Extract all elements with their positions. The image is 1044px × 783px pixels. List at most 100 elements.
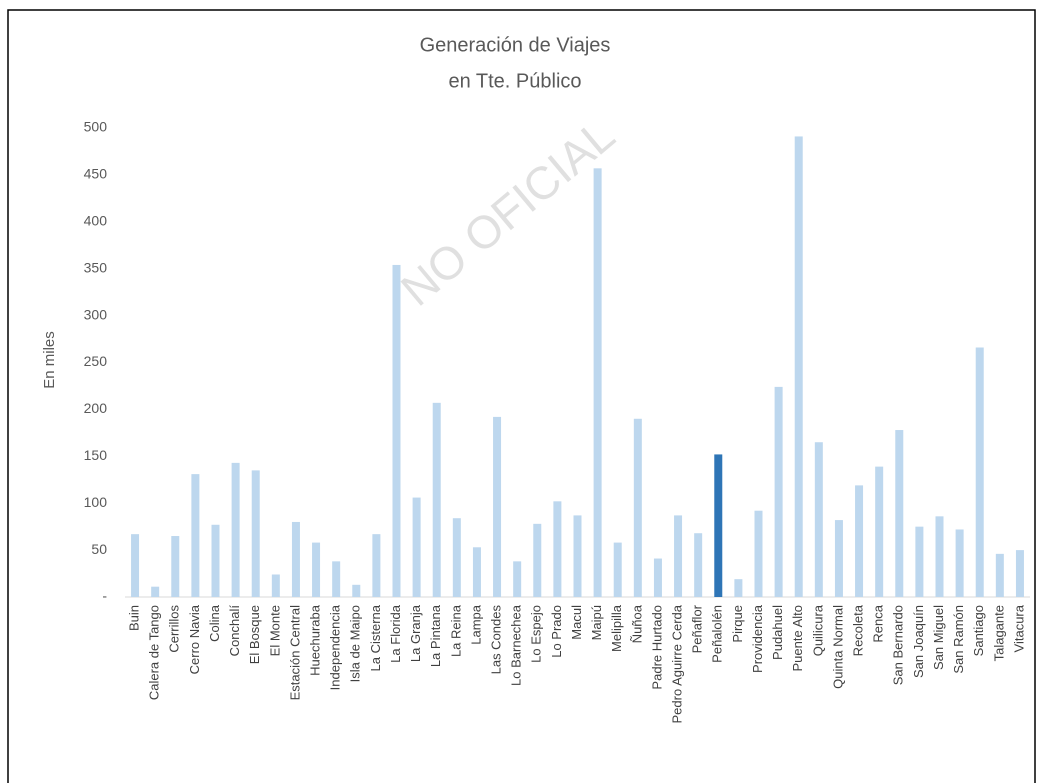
bar: [312, 542, 321, 597]
y-tick-label: 450: [84, 166, 108, 182]
bar: [915, 526, 924, 597]
bar: [895, 430, 904, 597]
x-tick-label: Recoleta: [850, 604, 865, 656]
x-tick-label: Huechuraba: [307, 604, 322, 676]
x-tick-label: Ñuñoa: [629, 604, 644, 643]
chart-title: Generación de Viajes: [420, 34, 611, 56]
bar: [271, 574, 280, 597]
x-tick-label: Conchalí: [227, 605, 242, 657]
bar: [191, 474, 200, 597]
x-tick-label: Quinta Normal: [830, 605, 845, 689]
x-tick-label: Isla de Maipo: [348, 605, 363, 682]
bar: [493, 416, 502, 597]
y-tick-label: 250: [84, 353, 108, 369]
bar: [352, 584, 361, 597]
bar: [1015, 550, 1024, 597]
y-tick-label: -: [102, 588, 107, 604]
x-tick-label: Lo Prado: [549, 605, 564, 658]
x-tick-label: San Joaquín: [911, 605, 926, 678]
x-tick-label: San Bernardo: [891, 605, 906, 685]
x-tick-label: San Miguel: [931, 605, 946, 670]
x-tick-label: La Pintana: [428, 604, 443, 667]
x-tick-label: Independencia: [328, 604, 343, 690]
y-tick-label: 100: [84, 494, 108, 510]
bar: [674, 515, 683, 597]
x-tick-label: Las Condes: [488, 605, 503, 675]
x-tick-label: Melipilla: [609, 604, 624, 652]
bar: [995, 553, 1004, 597]
x-tick-label: Padre Hurtado: [649, 605, 664, 690]
chart-title: en Tte. Público: [448, 70, 581, 92]
x-tick-label: Lo Espejo: [529, 605, 544, 663]
x-tick-label: Pedro Aguirre Cerda: [669, 604, 684, 723]
x-tick-label: Peñaflor: [690, 604, 705, 653]
y-tick-label: 400: [84, 213, 108, 229]
x-tick-label: Maipú: [589, 605, 604, 640]
x-tick-label: Santiago: [971, 605, 986, 656]
x-tick-label: Estación Central: [287, 605, 302, 700]
bar: [855, 485, 864, 597]
y-tick-label: 50: [91, 541, 107, 557]
x-tick-label: El Bosque: [247, 605, 262, 664]
x-tick-label: Renca: [871, 604, 886, 642]
x-tick-label: Lo Barnechea: [509, 604, 524, 686]
bar: [814, 442, 823, 597]
x-tick-label: La Reina: [448, 604, 463, 657]
x-tick-label: Providencia: [750, 604, 765, 673]
y-axis-label: En miles: [41, 331, 58, 389]
bar: [452, 518, 461, 597]
x-tick-label: Lampa: [468, 604, 483, 645]
x-tick-label: La Florida: [388, 604, 403, 663]
x-tick-label: Peñalolén: [710, 605, 725, 663]
y-tick-label: 500: [84, 119, 108, 135]
bar: [231, 462, 240, 597]
y-tick-label: 300: [84, 306, 108, 322]
bar: [935, 516, 944, 597]
bar: [432, 402, 441, 597]
bar: [553, 501, 562, 597]
bar: [251, 470, 260, 597]
x-tick-label: La Cisterna: [368, 604, 383, 671]
y-tick-label: 200: [84, 400, 108, 416]
bar: [332, 561, 341, 597]
bar: [533, 523, 542, 597]
bar: [714, 454, 723, 597]
x-tick-label: Pirque: [730, 605, 745, 643]
bar: [774, 386, 783, 597]
bar: [694, 533, 703, 597]
x-tick-label: Cerro Navia: [187, 604, 202, 674]
x-tick-label: El Monte: [267, 605, 282, 656]
x-tick-label: Vitacura: [1011, 604, 1026, 652]
x-tick-label: Macul: [569, 605, 584, 640]
bar: [975, 347, 984, 597]
bar: [593, 168, 602, 598]
bar: [653, 558, 662, 597]
y-tick-label: 350: [84, 259, 108, 275]
x-tick-label: Colina: [207, 604, 222, 642]
x-tick-label: Cerrillos: [167, 605, 182, 653]
bar: [392, 264, 401, 597]
x-tick-label: Buin: [126, 605, 141, 631]
bar: [734, 579, 743, 597]
x-tick-label: Puente Alto: [790, 605, 805, 672]
bar: [151, 586, 160, 597]
x-tick-label: Pudahuel: [770, 605, 785, 660]
bar: [834, 520, 843, 597]
chart-frame: [7, 9, 1036, 783]
bar: [875, 466, 884, 597]
bar: [794, 136, 803, 597]
x-tick-label: La Granja: [408, 604, 423, 662]
bar: [372, 534, 381, 597]
x-tick-label: Talagante: [991, 605, 1006, 661]
x-tick-label: Quilicura: [810, 604, 825, 656]
bar: [131, 534, 140, 597]
bar: [613, 542, 622, 597]
bar: [513, 561, 522, 597]
bar: [573, 515, 582, 597]
bar: [171, 536, 180, 597]
bar: [472, 547, 481, 597]
bar: [633, 418, 642, 597]
bar: [211, 524, 220, 597]
x-tick-label: San Ramón: [951, 605, 966, 674]
bar: [412, 497, 421, 597]
